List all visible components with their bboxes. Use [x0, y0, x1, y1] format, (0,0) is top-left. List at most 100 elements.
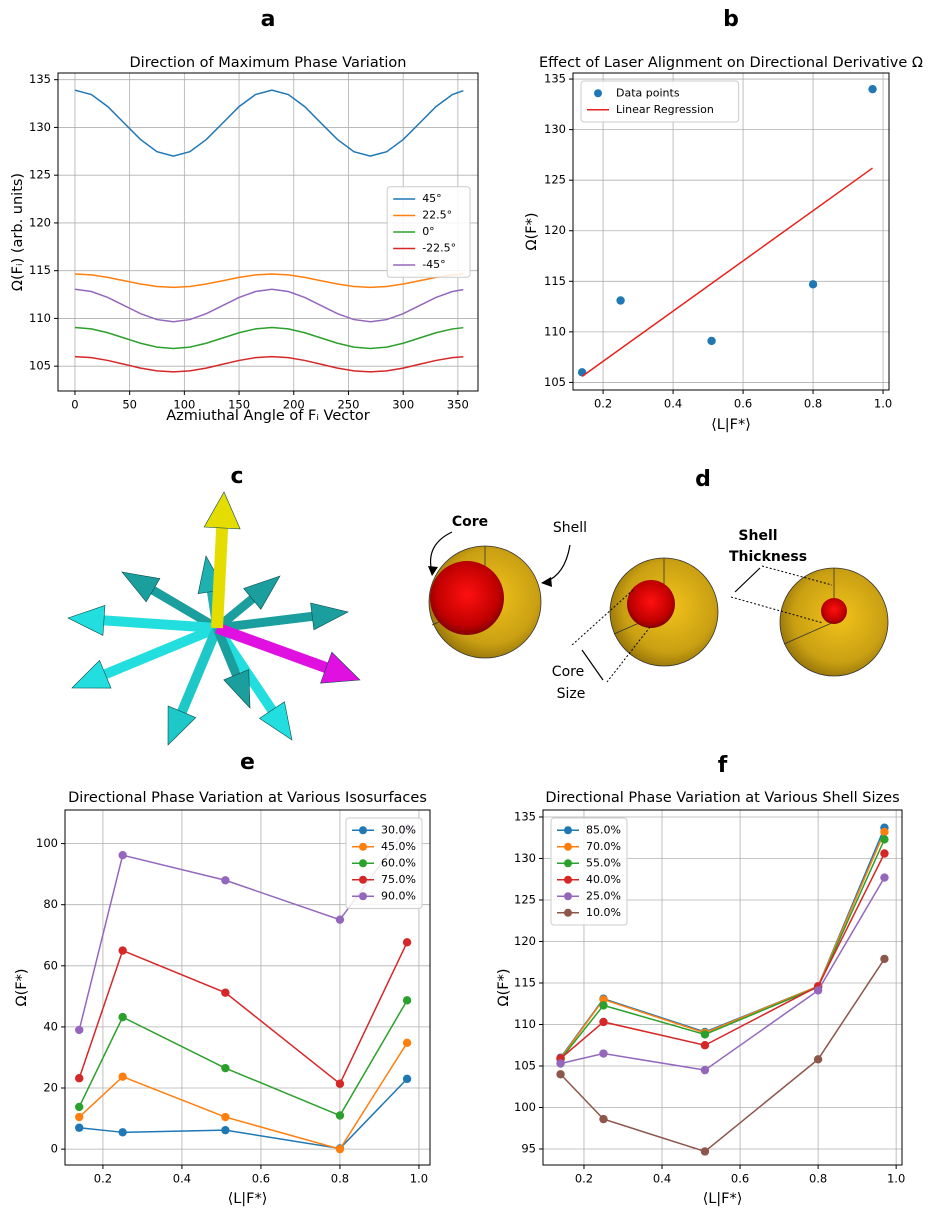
- y-tick-label: 80: [43, 897, 58, 911]
- x-tick-label: 100: [173, 398, 195, 412]
- data-point: [599, 1114, 608, 1124]
- legend-label: 90.0%: [381, 889, 416, 902]
- legend-marker: [564, 859, 572, 868]
- legend: 45° 22.5° 0° -22.5° -45°: [386, 186, 471, 278]
- panel-letter: f: [718, 753, 728, 778]
- legend-label: 0°: [422, 225, 435, 238]
- data-point: [335, 1144, 345, 1154]
- chart-title: Directional Phase Variation at Various I…: [68, 790, 427, 806]
- data-point: [75, 1102, 84, 1112]
- y-tick-label: 115: [544, 274, 566, 288]
- legend-marker: [359, 892, 367, 901]
- panel-letter: a: [261, 7, 276, 32]
- y-axis-label: Ω(Fᵢ) (arb. units): [10, 173, 26, 291]
- arrow-shaft: [215, 622, 329, 673]
- y-tick-label: 125: [544, 173, 566, 187]
- x-tick-label: 1.0: [410, 1172, 428, 1186]
- series-line: [79, 1078, 408, 1150]
- y-axis-label: Ω(F*): [14, 969, 30, 1007]
- data-point: [808, 280, 818, 289]
- series-line: [74, 288, 464, 323]
- arrow-head: [258, 701, 293, 741]
- core-sphere: [821, 598, 847, 624]
- x-tick-label: 300: [392, 398, 414, 412]
- data-point: [118, 851, 127, 860]
- data-point: [880, 954, 889, 964]
- y-tick-label: 125: [29, 168, 51, 182]
- data-point: [118, 1128, 127, 1137]
- x-tick-label: 0.4: [664, 397, 682, 411]
- data-point: [221, 1125, 230, 1135]
- data-point: [75, 1074, 84, 1083]
- y-tick-label: 135: [29, 72, 51, 86]
- pointer-head: [541, 577, 552, 587]
- panel-letter: e: [240, 750, 255, 775]
- chart: b Effect of Laser Alignment on Directiona…: [524, 7, 923, 433]
- chart: f Directional Phase Variation at Various …: [496, 753, 905, 1207]
- y-tick-label: 110: [29, 311, 51, 325]
- data-point: [880, 849, 889, 858]
- data-point: [221, 876, 230, 885]
- legend-label: 70.0%: [586, 840, 621, 853]
- legend-label: Linear Regression: [616, 103, 714, 116]
- guide-line: [571, 589, 634, 646]
- x-axis-label: ⟨L|F*⟩: [711, 417, 751, 433]
- legend-marker: [359, 826, 367, 835]
- series-line: [581, 167, 873, 377]
- data-point: [813, 1055, 823, 1064]
- x-axis-label: ⟨L|F*⟩: [703, 1191, 743, 1207]
- data-point: [118, 1012, 127, 1022]
- y-tick-label: 40: [43, 1019, 58, 1033]
- chart-title: Directional Phase Variation at Various S…: [545, 790, 899, 806]
- y-tick-label: 0: [51, 1142, 58, 1156]
- legend-label: 25.0%: [586, 889, 621, 902]
- data-point: [599, 1001, 608, 1010]
- annotation: Core: [552, 664, 584, 680]
- axes-frame: [57, 72, 479, 392]
- y-tick-label: 130: [29, 120, 51, 134]
- legend-marker: [359, 859, 367, 868]
- y-tick-label: 100: [36, 836, 58, 850]
- legend-label: 75.0%: [381, 873, 416, 886]
- arrow-shaft: [150, 586, 220, 632]
- legend-marker: [594, 89, 602, 98]
- data-point: [616, 296, 625, 305]
- legend-label: 22.5°: [422, 209, 452, 222]
- x-tick-label: 0.6: [252, 1172, 270, 1186]
- data-point: [599, 995, 608, 1004]
- arrow-shaft: [211, 527, 229, 629]
- arrow-head: [243, 575, 281, 610]
- data-point: [402, 1038, 412, 1047]
- axes-frame: [64, 809, 431, 1166]
- y-tick-label: 100: [514, 1100, 536, 1114]
- y-tick-label: 105: [514, 1058, 536, 1072]
- x-tick-label: 0.2: [94, 1172, 112, 1186]
- chart: e Directional Phase Variation at Various …: [14, 750, 431, 1207]
- dimension-arrow: [581, 649, 604, 681]
- data-point: [707, 336, 716, 346]
- x-tick-label: 0.4: [653, 1172, 671, 1186]
- arrow-shaft: [212, 626, 241, 677]
- chart-title: Direction of Maximum Phase Variation: [130, 55, 407, 71]
- legend-marker: [359, 842, 367, 851]
- data-point: [700, 1065, 710, 1075]
- x-tick-label: 200: [283, 398, 305, 412]
- x-tick-label: 0.2: [575, 1172, 593, 1186]
- core-sphere: [627, 580, 675, 628]
- legend-box: [345, 817, 423, 909]
- data-point: [118, 1072, 127, 1081]
- y-tick-label: 105: [29, 359, 51, 373]
- arrow-head: [167, 705, 197, 746]
- y-tick-label: 120: [514, 934, 536, 948]
- data-point: [700, 1041, 710, 1050]
- y-tick-label: 130: [544, 122, 566, 136]
- legend-marker: [564, 892, 572, 901]
- arrow-head: [320, 651, 361, 684]
- legend-marker: [564, 826, 572, 835]
- series-line: [74, 326, 464, 350]
- x-tick-label: 0.4: [173, 1172, 191, 1186]
- y-axis-label: Ω(F*): [524, 213, 540, 251]
- y-tick-label: 115: [29, 263, 51, 277]
- arrow-head: [121, 571, 161, 603]
- legend-box: [580, 80, 740, 123]
